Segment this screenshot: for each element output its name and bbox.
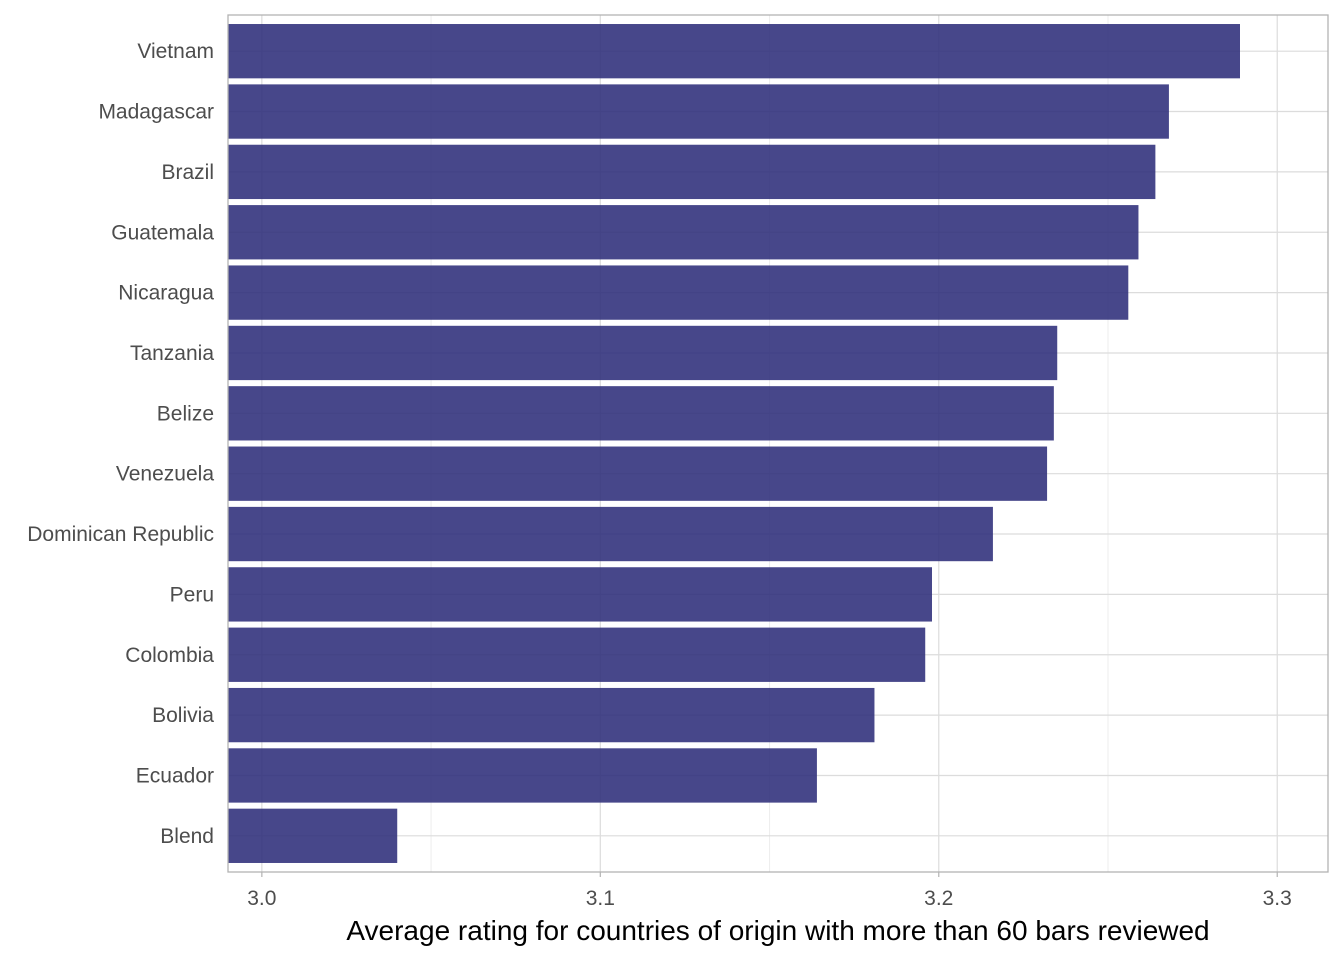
- bar-blend: [228, 808, 398, 863]
- x-tick-label: 3.0: [247, 887, 276, 910]
- bar-tanzania: [228, 325, 1058, 381]
- y-tick-label: Blend: [160, 825, 214, 848]
- plot-background: [228, 15, 1328, 872]
- y-tick-label: Vietnam: [137, 40, 214, 63]
- y-tick-label: Belize: [157, 402, 214, 425]
- x-tick-label: 3.2: [924, 887, 953, 910]
- y-tick-label: Madagascar: [98, 101, 214, 124]
- bar-bolivia: [228, 687, 875, 743]
- x-axis-title: Average rating for countries of origin w…: [346, 915, 1209, 946]
- bars: [228, 24, 1240, 863]
- x-tick-label: 3.1: [586, 887, 615, 910]
- y-tick-label: Bolivia: [152, 704, 214, 727]
- y-tick-label: Venezuela: [116, 463, 214, 486]
- x-tick-label: 3.3: [1263, 887, 1292, 910]
- y-tick-label: Brazil: [161, 161, 214, 184]
- y-tick-label: Peru: [170, 583, 214, 606]
- x-tick-labels: 3.0 3.1 3.2 3.3: [247, 872, 1292, 910]
- bar-vietnam: [228, 24, 1240, 79]
- y-tick-label: Nicaragua: [118, 282, 214, 305]
- bar-colombia: [228, 627, 926, 682]
- bar-nicaragua: [228, 265, 1129, 320]
- bar-ecuador: [228, 748, 817, 803]
- y-tick-label: Guatemala: [111, 221, 214, 244]
- y-tick-label: Ecuador: [136, 764, 214, 787]
- y-tick-label: Tanzania: [130, 342, 214, 365]
- bar-brazil: [228, 144, 1156, 200]
- y-tick-label: Dominican Republic: [27, 523, 214, 546]
- bar-guatemala: [228, 205, 1139, 260]
- bar-belize: [228, 386, 1054, 441]
- bar-venezuela: [228, 446, 1048, 501]
- bar-peru: [228, 567, 932, 622]
- y-tick-labels: Vietnam Madagascar Brazil Guatemala Nicaragu…: [27, 40, 214, 848]
- plot-border: [227, 14, 1329, 873]
- bar-madagascar: [228, 84, 1169, 139]
- y-tick-label: Colombia: [125, 644, 214, 667]
- bar-dominican-republic: [228, 506, 993, 562]
